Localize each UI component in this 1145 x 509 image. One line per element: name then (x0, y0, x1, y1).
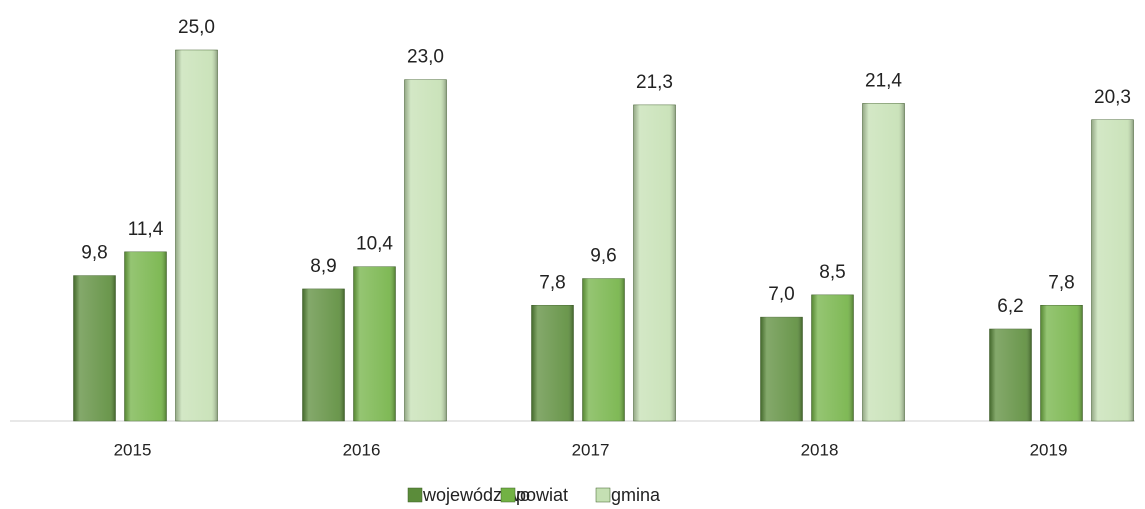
data-label: 7,0 (768, 284, 794, 305)
bar-shine (989, 328, 1032, 421)
x-tick-label: 2016 (343, 440, 381, 459)
bar-shine (1040, 305, 1083, 421)
legend-swatch (500, 487, 516, 503)
bar-shine (353, 266, 396, 421)
data-label: 8,5 (819, 262, 845, 283)
x-tick-label: 2018 (801, 440, 839, 459)
legend-label: powiat (516, 485, 568, 505)
data-label: 23,0 (407, 47, 444, 68)
legend-swatch (595, 487, 611, 503)
bar-shine (862, 103, 905, 421)
bar-shine (404, 79, 447, 422)
data-label: 11,4 (128, 219, 164, 240)
data-label: 7,8 (539, 272, 565, 293)
bar-shine (302, 288, 345, 421)
bar-shine (633, 104, 676, 422)
bar-shine (811, 294, 854, 421)
x-tick-label: 2015 (114, 440, 152, 459)
bar-shine (582, 278, 625, 421)
bar-shine (760, 317, 803, 421)
data-label: 21,4 (865, 70, 902, 91)
data-label: 6,2 (997, 296, 1023, 317)
data-label: 8,9 (310, 256, 336, 277)
data-label: 25,0 (178, 17, 215, 38)
legend-label: gmina (611, 485, 661, 505)
bar-shine (175, 50, 218, 421)
x-tick-label: 2019 (1030, 440, 1068, 459)
bar-shine (124, 251, 167, 421)
bar-shine (73, 275, 116, 421)
data-label: 10,4 (356, 234, 393, 255)
data-label: 9,8 (81, 243, 107, 264)
bar-shine (1091, 119, 1134, 422)
bar-shine (531, 305, 574, 421)
data-label: 20,3 (1094, 87, 1131, 108)
x-tick-label: 2017 (572, 440, 610, 459)
data-label: 9,6 (590, 246, 616, 267)
legend-swatch (407, 487, 423, 503)
data-label: 7,8 (1048, 272, 1074, 293)
data-label: 21,3 (636, 72, 673, 93)
